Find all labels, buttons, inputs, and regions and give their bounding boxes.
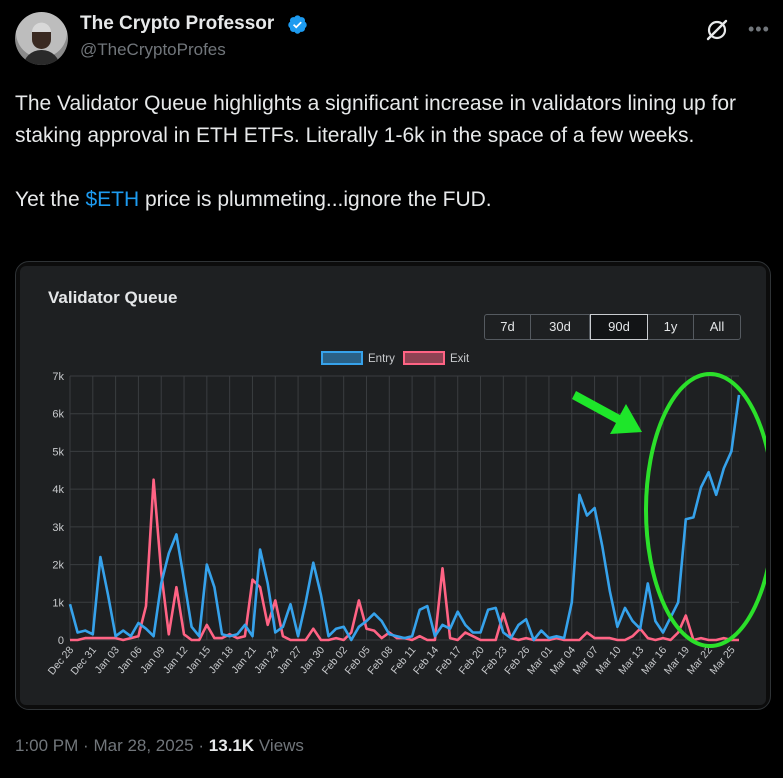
- range-button-all[interactable]: All: [709, 319, 725, 334]
- annotation-circle: [644, 372, 766, 648]
- views-label: Views: [258, 736, 304, 755]
- legend-entry-label: Entry: [368, 353, 395, 365]
- legend-entry-swatch: [321, 351, 363, 365]
- views-count[interactable]: 13.1K: [208, 736, 255, 755]
- cashtag-link[interactable]: $ETH: [85, 188, 140, 211]
- more-icon[interactable]: •••: [748, 19, 770, 39]
- range-selector: 7d 30d 90d 1y All: [484, 314, 741, 340]
- range-button-30d[interactable]: 30d: [531, 315, 590, 339]
- exit-series-line: [70, 478, 739, 642]
- tweet-footer: 1:00 PM · Mar 28, 2025 · 13.1K Views: [15, 736, 304, 756]
- tweet-text: The Validator Queue highlights a signifi…: [15, 88, 770, 216]
- x-tick-label: Dec 31: [69, 644, 100, 677]
- avatar-shirt: [23, 50, 60, 65]
- y-tick-label: 7k: [52, 371, 64, 383]
- tweet-paragraph: Yet the $ETH price is plummeting...ignor…: [15, 184, 770, 216]
- separator: ·: [83, 736, 89, 755]
- text-span: price is plummeting...ignore the FUD.: [139, 188, 492, 211]
- y-tick-label: 1k: [52, 597, 64, 609]
- y-tick-label: 2k: [52, 560, 64, 572]
- range-button-7d[interactable]: 7d: [485, 315, 531, 339]
- author-name[interactable]: The Crypto Professor: [80, 13, 275, 34]
- tweet-date[interactable]: Mar 28, 2025: [93, 736, 194, 755]
- y-tick-label: 3k: [52, 522, 64, 534]
- y-tick-label: 0: [58, 635, 64, 647]
- y-tick-label: 4k: [52, 484, 64, 496]
- x-tick-label: Mar 25: [707, 644, 737, 677]
- legend-exit-swatch: [403, 351, 445, 365]
- verified-badge-icon: [288, 15, 307, 34]
- entry-series-line: [68, 394, 741, 642]
- separator: ·: [198, 736, 205, 755]
- tweet-paragraph: The Validator Queue highlights a signifi…: [15, 92, 737, 147]
- paragraph-gap: [15, 152, 770, 184]
- text-span: Yet the: [15, 188, 86, 211]
- tweet-media-image[interactable]: Validator Queue 7d 30d 90d 1y All 0 1k 2k 3…: [15, 261, 771, 710]
- tweet-time[interactable]: 1:00 PM: [15, 736, 79, 755]
- y-tick-label: 6k: [52, 409, 64, 421]
- x-tick-label: Feb 08: [365, 644, 395, 677]
- y-tick-label: 5k: [52, 446, 64, 458]
- legend-exit-label: Exit: [450, 353, 470, 365]
- chart-panel: Validator Queue 7d 30d 90d 1y All 0 1k 2k 3…: [20, 266, 766, 705]
- grok-icon[interactable]: [704, 17, 730, 43]
- range-button-1y[interactable]: 1y: [648, 315, 694, 339]
- avatar-beard: [32, 32, 51, 49]
- chart-title: Validator Queue: [48, 288, 178, 307]
- annotation-arrow: [572, 391, 642, 434]
- range-button-90d[interactable]: 90d: [590, 314, 648, 340]
- author-handle[interactable]: @TheCryptoProfes: [80, 40, 226, 59]
- author-avatar[interactable]: [15, 12, 68, 65]
